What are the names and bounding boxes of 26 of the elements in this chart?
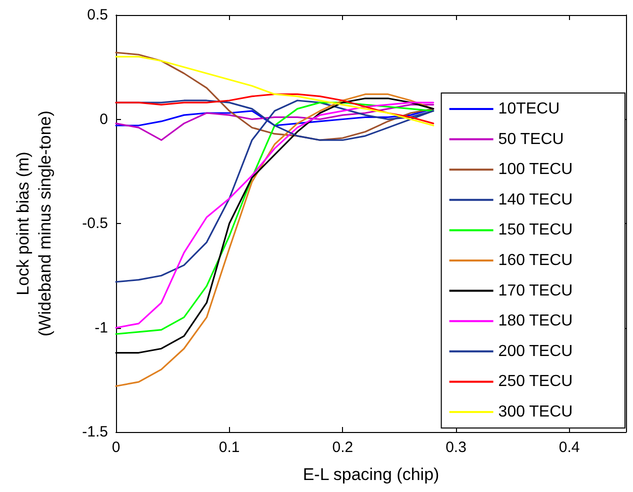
x-tick-label: 0.4 xyxy=(558,439,580,456)
legend-label: 180 TECU xyxy=(498,312,573,330)
legend-label: 250 TECU xyxy=(498,373,573,390)
y-tick-label: -1 xyxy=(94,319,108,336)
y-axis-title: Lock point bias (m) (Wideband minus single-tone) xyxy=(14,110,54,336)
legend-label: 160 TECU xyxy=(498,252,573,269)
line-series xyxy=(115,56,434,126)
legend-label: 170 TECU xyxy=(498,282,573,300)
legend-label: 100 TECU xyxy=(498,161,573,178)
legend-label: 50 TECU xyxy=(498,130,564,148)
y-tick-label: 0.5 xyxy=(87,6,108,24)
x-tick-label: 0.3 xyxy=(446,439,466,456)
y-tick-label: -0.5 xyxy=(82,215,108,232)
y-tick-label: -1.5 xyxy=(82,424,108,440)
line-series xyxy=(115,93,434,124)
legend-label: 140 TECU xyxy=(498,191,573,208)
x-axis-title: E-L spacing (chip) xyxy=(302,465,440,484)
y-tick-label: 0 xyxy=(100,110,108,128)
x-tick-label: 0.2 xyxy=(332,439,354,456)
x-tick-label: 0.1 xyxy=(218,439,240,456)
legend-label: 10TECU xyxy=(498,100,560,118)
x-tick-label: 0 xyxy=(112,439,120,456)
legend-label: 150 TECU xyxy=(498,222,573,239)
legend-label: 200 TECU xyxy=(498,342,573,360)
legend-label: 300 TECU xyxy=(498,404,573,420)
line-series xyxy=(115,108,434,126)
